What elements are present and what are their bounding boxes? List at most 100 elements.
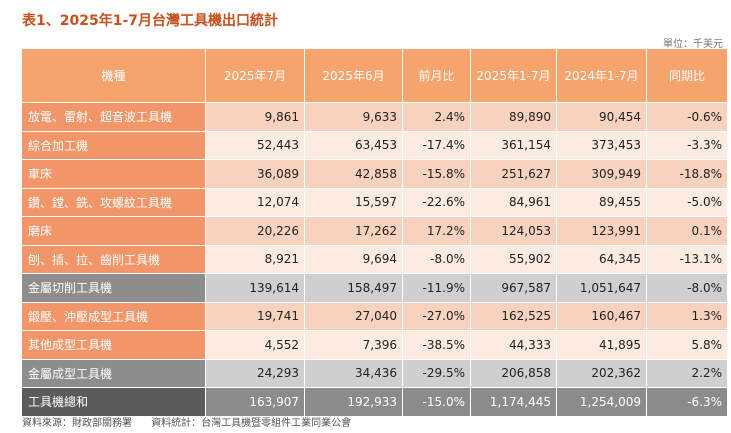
header-jul-2025: 2025年7月 <box>205 48 305 103</box>
cell-mom-change: -17.4% <box>402 130 471 160</box>
table-row: 刨、插、拉、齒削工具機 8,921 9,694 -8.0% 55,902 64,345 -1… <box>21 244 728 274</box>
cell-category: 金屬成型工具機 <box>21 358 206 388</box>
table-row: 放電、雷射、超音波工具機 9,861 9,633 2.4% 89,890 90,454 -0… <box>21 102 728 132</box>
cell-mom-change: -29.5% <box>402 358 471 388</box>
cell-jul-2025: 19,741 <box>205 301 305 331</box>
cell-jun-2025: 158,497 <box>304 273 403 303</box>
cell-ytd-2025: 361,154 <box>470 130 557 160</box>
cell-ytd-2025: 124,053 <box>470 216 557 246</box>
cell-ytd-2025: 1,174,445 <box>470 387 557 417</box>
table-title: 表1、2025年1-7月台灣工具機出口統計 <box>22 13 278 29</box>
cell-jun-2025: 7,396 <box>304 330 403 360</box>
subtotal-row: 金屬切削工具機 139,614 158,497 -11.9% 967,587 1,051,… <box>21 273 728 303</box>
table-row: 磨床 20,226 17,262 17.2% 124,053 123,991 0.1% <box>21 216 728 246</box>
cell-ytd-2024: 90,454 <box>556 102 647 132</box>
table-row: 鑽、鏜、銑、攻螺紋工具機 12,074 15,597 -22.6% 84,961 89,4… <box>21 187 728 217</box>
cell-jun-2025: 27,040 <box>304 301 403 331</box>
cell-ytd-2025: 84,961 <box>470 187 557 217</box>
cell-ytd-2024: 1,254,009 <box>556 387 647 417</box>
cell-ytd-2025: 89,890 <box>470 102 557 132</box>
header-category: 機種 <box>21 48 206 103</box>
cell-ytd-2025: 967,587 <box>470 273 557 303</box>
cell-yoy-change: -3.3% <box>646 130 728 160</box>
cell-mom-change: -27.0% <box>402 301 471 331</box>
cell-mom-change: -8.0% <box>402 244 471 274</box>
header-mom-change: 前月比 <box>402 48 471 103</box>
cell-category: 鑽、鏜、銑、攻螺紋工具機 <box>21 187 206 217</box>
cell-category: 金屬切削工具機 <box>21 273 206 303</box>
cell-jul-2025: 4,552 <box>205 330 305 360</box>
cell-jul-2025: 52,443 <box>205 130 305 160</box>
table-row: 車床 36,089 42,858 -15.8% 251,627 309,949 -18.8% <box>21 159 728 189</box>
table-header-row: 機種 2025年7月 2025年6月 前月比 2025年1-7月 2024年1-… <box>21 48 728 103</box>
cell-ytd-2024: 202,362 <box>556 358 647 388</box>
subtotal-row: 金屬成型工具機 24,293 34,436 -29.5% 206,858 202,362 2… <box>21 358 728 388</box>
cell-jul-2025: 163,907 <box>205 387 305 417</box>
table-row: 綜合加工機 52,443 63,453 -17.4% 361,154 373,453 -3.… <box>21 130 728 160</box>
cell-jun-2025: 63,453 <box>304 130 403 160</box>
cell-ytd-2024: 309,949 <box>556 159 647 189</box>
cell-ytd-2024: 160,467 <box>556 301 647 331</box>
cell-category: 刨、插、拉、齒削工具機 <box>21 244 206 274</box>
cell-yoy-change: 1.3% <box>646 301 728 331</box>
header-yoy-change: 同期比 <box>646 48 728 103</box>
cell-yoy-change: -18.8% <box>646 159 728 189</box>
export-statistics-table: 機種 2025年7月 2025年6月 前月比 2025年1-7月 2024年1-… <box>21 48 728 417</box>
cell-mom-change: -22.6% <box>402 187 471 217</box>
cell-jun-2025: 15,597 <box>304 187 403 217</box>
cell-yoy-change: 2.2% <box>646 358 728 388</box>
cell-mom-change: -11.9% <box>402 273 471 303</box>
cell-yoy-change: -0.6% <box>646 102 728 132</box>
cell-category: 放電、雷射、超音波工具機 <box>21 102 206 132</box>
cell-category: 車床 <box>21 159 206 189</box>
cell-jun-2025: 42,858 <box>304 159 403 189</box>
source-note: 資料來源：財政部關務署 資料統計：台灣工具機暨零組件工業同業公會 <box>22 414 351 429</box>
cell-jul-2025: 24,293 <box>205 358 305 388</box>
cell-category: 綜合加工機 <box>21 130 206 160</box>
cell-jul-2025: 8,921 <box>205 244 305 274</box>
cell-jun-2025: 34,436 <box>304 358 403 388</box>
cell-ytd-2025: 44,333 <box>470 330 557 360</box>
cell-mom-change: -38.5% <box>402 330 471 360</box>
cell-mom-change: 17.2% <box>402 216 471 246</box>
cell-category: 工具機總和 <box>21 387 206 417</box>
cell-ytd-2024: 89,455 <box>556 187 647 217</box>
cell-ytd-2025: 55,902 <box>470 244 557 274</box>
cell-mom-change: -15.8% <box>402 159 471 189</box>
cell-ytd-2024: 373,453 <box>556 130 647 160</box>
cell-ytd-2024: 64,345 <box>556 244 647 274</box>
cell-yoy-change: -5.0% <box>646 187 728 217</box>
cell-jul-2025: 36,089 <box>205 159 305 189</box>
cell-yoy-change: -6.3% <box>646 387 728 417</box>
cell-mom-change: -15.0% <box>402 387 471 417</box>
cell-jul-2025: 139,614 <box>205 273 305 303</box>
cell-yoy-change: -8.0% <box>646 273 728 303</box>
cell-ytd-2024: 123,991 <box>556 216 647 246</box>
cell-jun-2025: 9,633 <box>304 102 403 132</box>
cell-category: 磨床 <box>21 216 206 246</box>
cell-jun-2025: 9,694 <box>304 244 403 274</box>
cell-yoy-change: -13.1% <box>646 244 728 274</box>
unit-label: 單位：千美元 <box>663 39 723 50</box>
cell-ytd-2025: 251,627 <box>470 159 557 189</box>
total-row: 工具機總和 163,907 192,933 -15.0% 1,174,445 1,254,… <box>21 387 728 417</box>
cell-category: 鍛壓、沖壓成型工具機 <box>21 301 206 331</box>
table-row: 鍛壓、沖壓成型工具機 19,741 27,040 -27.0% 162,525 160,4… <box>21 301 728 331</box>
cell-jul-2025: 9,861 <box>205 102 305 132</box>
cell-ytd-2025: 162,525 <box>470 301 557 331</box>
cell-jul-2025: 20,226 <box>205 216 305 246</box>
cell-jul-2025: 12,074 <box>205 187 305 217</box>
cell-ytd-2025: 206,858 <box>470 358 557 388</box>
cell-yoy-change: 5.8% <box>646 330 728 360</box>
table-row: 其他成型工具機 4,552 7,396 -38.5% 44,333 41,895 5.8% <box>21 330 728 360</box>
cell-yoy-change: 0.1% <box>646 216 728 246</box>
header-ytd-2024: 2024年1-7月 <box>556 48 647 103</box>
cell-ytd-2024: 1,051,647 <box>556 273 647 303</box>
cell-jun-2025: 17,262 <box>304 216 403 246</box>
cell-jun-2025: 192,933 <box>304 387 403 417</box>
compiled-by-text: 資料統計：台灣工具機暨零組件工業同業公會 <box>151 418 352 429</box>
cell-mom-change: 2.4% <box>402 102 471 132</box>
cell-category: 其他成型工具機 <box>21 330 206 360</box>
data-source-text: 資料來源：財政部關務署 <box>22 418 132 429</box>
header-jun-2025: 2025年6月 <box>304 48 403 103</box>
